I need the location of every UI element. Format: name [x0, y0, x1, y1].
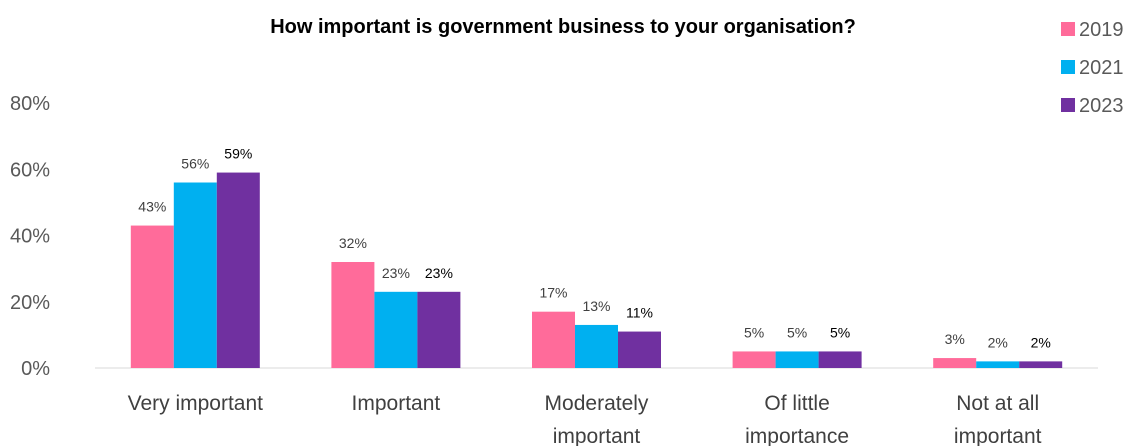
data-label-2019: 17% [539, 285, 567, 301]
data-label-2023: 5% [830, 324, 850, 340]
data-label-2021: 2% [988, 334, 1008, 350]
bar-2021 [775, 351, 819, 368]
y-axis: 0% 20% 40% 60% 80% [10, 93, 50, 380]
bar-2021 [374, 291, 418, 368]
data-label-2019: 32% [339, 235, 367, 251]
y-tick-label: 80% [10, 93, 50, 115]
bar-2021 [575, 324, 618, 368]
bar-2019 [130, 225, 174, 368]
legend-swatch-2021 [1061, 60, 1075, 74]
chart-title: How important is government business to … [270, 16, 856, 38]
x-category-label: importance [745, 425, 849, 446]
bar-2021 [976, 361, 1020, 368]
data-label-2023: 59% [224, 146, 252, 162]
data-label-2021: 23% [382, 265, 410, 281]
data-label-2021: 13% [582, 298, 610, 314]
x-category-label: Very important [128, 392, 264, 415]
bar-2023 [1019, 361, 1063, 368]
bar-2023 [417, 291, 461, 368]
x-category-label: Not at all [956, 392, 1039, 415]
x-category-label: Of little [764, 392, 829, 415]
x-category-label: Moderately [545, 392, 649, 415]
legend-label-2019: 2019 [1079, 19, 1124, 41]
bar-2019 [933, 358, 977, 368]
data-label-2023: 11% [626, 305, 653, 321]
data-labels-group: 43% 56% 59% 32% 23% 23% 17% 13% 11% 5% 5% 5% 3% 2% 2% [138, 146, 1051, 351]
bar-2019 [732, 351, 776, 368]
legend-label-2021: 2021 [1079, 57, 1124, 79]
x-category-label: Important [352, 392, 441, 415]
data-label-2023: 23% [425, 265, 453, 281]
y-tick-label: 40% [10, 226, 50, 248]
legend-swatch-2019 [1061, 22, 1075, 36]
y-tick-label: 20% [10, 292, 50, 314]
x-category-label: important [954, 425, 1042, 446]
y-tick-label: 60% [10, 159, 50, 181]
data-label-2019: 43% [138, 199, 166, 215]
data-label-2023: 2% [1031, 334, 1051, 350]
bar-2019 [331, 262, 375, 368]
y-tick-label: 0% [21, 358, 50, 380]
x-category-label: important [553, 425, 641, 446]
bar-2019 [532, 311, 575, 368]
legend-swatch-2023 [1061, 98, 1075, 112]
bar-2023 [618, 331, 661, 368]
legend-label-2023: 2023 [1079, 95, 1124, 117]
legend: 2019 2021 2023 [1061, 19, 1124, 117]
x-axis: Very important Important Moderately importa… [128, 392, 1042, 446]
data-label-2021: 56% [181, 156, 209, 172]
bar-2023 [216, 172, 260, 368]
bar-2023 [818, 351, 862, 368]
bar-2021 [173, 182, 217, 368]
data-label-2021: 5% [787, 324, 807, 340]
data-label-2019: 3% [945, 331, 965, 347]
data-label-2019: 5% [744, 324, 764, 340]
bars-group [130, 172, 1063, 368]
